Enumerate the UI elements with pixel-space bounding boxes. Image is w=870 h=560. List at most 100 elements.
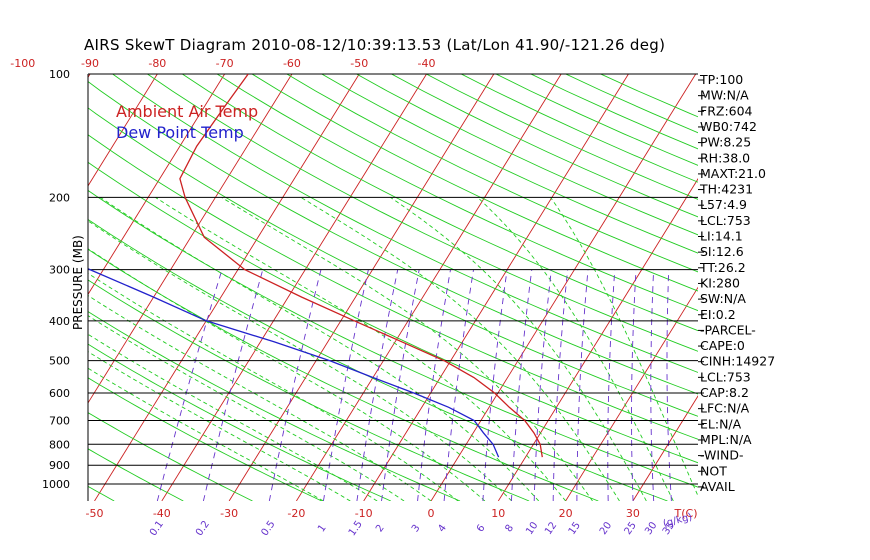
dry-adiabat-line bbox=[88, 343, 391, 501]
index-label: FRZ:604 bbox=[700, 103, 753, 118]
dry-adiabat-line bbox=[88, 248, 599, 501]
index-label: CAPE:0 bbox=[700, 338, 745, 353]
dry-adiabat-line bbox=[88, 310, 461, 501]
index-label: NOT bbox=[700, 463, 727, 478]
sounding-profiles bbox=[88, 74, 543, 458]
temp-bottom-tick-label: -10 bbox=[355, 507, 373, 520]
moist-adiabat-line bbox=[88, 294, 432, 501]
mixing-ratio-tick-label: 25 bbox=[623, 520, 639, 537]
pressure-tick-label: 800 bbox=[49, 438, 70, 451]
moist-adiabat-line bbox=[88, 248, 486, 501]
dry-adiabat-line bbox=[355, 74, 698, 236]
moist-adiabat-line bbox=[550, 197, 698, 497]
mixing-ratio-tick-label: 6 bbox=[475, 523, 488, 535]
temp-bottom-tick-label: 20 bbox=[559, 507, 573, 520]
dew-point-temp-line bbox=[88, 267, 500, 458]
temp-top-tick-label: -60 bbox=[283, 57, 301, 70]
index-label: MAXT:21.0 bbox=[700, 166, 766, 181]
moist-adiabat-line bbox=[88, 315, 405, 501]
index-label: -WIND- bbox=[700, 448, 744, 463]
temp-top-tick-label: -90 bbox=[81, 57, 99, 70]
dry-adiabat-line bbox=[425, 74, 698, 200]
stability-indices-panel: TP:100MW:N/AFRZ:604WB0:742PW:8.25RH:38.0… bbox=[698, 72, 775, 494]
dry-adiabat-line bbox=[88, 81, 698, 395]
isotherm-grid bbox=[88, 74, 870, 501]
mixing-ratio-tick-label: 15 bbox=[567, 520, 583, 537]
dry-adiabat-line bbox=[88, 161, 698, 464]
moist-adiabat-line bbox=[221, 197, 593, 501]
dry-adiabat-line bbox=[88, 279, 530, 501]
mixing-ratio-line bbox=[666, 269, 672, 501]
isotherm-line bbox=[161, 74, 427, 501]
ambient-air-temp-line bbox=[179, 74, 543, 458]
index-label: MW:N/A bbox=[700, 88, 749, 103]
isotherm-line bbox=[296, 74, 562, 501]
pressure-tick-label: 300 bbox=[49, 264, 70, 277]
dry-adiabat-line bbox=[88, 377, 322, 501]
temp-top-tick-label: -40 bbox=[418, 57, 436, 70]
moist-adiabat-grid bbox=[88, 197, 698, 501]
mixing-ratio-tick-label: 1.5 bbox=[347, 519, 365, 538]
mixing-ratio-tick-label: 20 bbox=[598, 520, 614, 537]
moist-adiabat-line bbox=[155, 197, 566, 501]
temp-top-tick-label: -80 bbox=[148, 57, 166, 70]
mixing-ratio-tick-label: 8 bbox=[503, 523, 516, 535]
index-label: LFC:N/A bbox=[700, 401, 750, 416]
pressure-tick-label: 100 bbox=[49, 68, 70, 81]
index-label: TT:26.2 bbox=[699, 260, 746, 275]
isotherm-line bbox=[94, 74, 360, 501]
mixing-ratio-line bbox=[650, 269, 655, 501]
temp-bottom-tick-label: -40 bbox=[153, 507, 171, 520]
dry-adiabat-line bbox=[88, 107, 698, 417]
dry-adiabat-line bbox=[390, 74, 698, 218]
index-label: -PARCEL- bbox=[700, 322, 756, 337]
isotherm-line bbox=[497, 178, 698, 501]
index-label: LCL:753 bbox=[700, 369, 751, 384]
index-label: CINH:14927 bbox=[700, 354, 775, 369]
pressure-tick-label: 400 bbox=[49, 315, 70, 328]
temp-bottom-tick-label: 0 bbox=[428, 507, 435, 520]
isotherm-line bbox=[768, 74, 870, 501]
temp-bottom-tick-label: 10 bbox=[491, 507, 505, 520]
index-label: RH:38.0 bbox=[700, 150, 750, 165]
y-axis-label: PRESSURE (MB) bbox=[71, 235, 85, 330]
legend-dew-point-temp: Dew Point Temp bbox=[116, 123, 244, 142]
dry-adiabat-line bbox=[251, 74, 698, 292]
dry-adiabat-line bbox=[0, 65, 45, 501]
mixing-ratio-tick-label: 0.1 bbox=[148, 519, 166, 538]
pressure-tick-label: 600 bbox=[49, 387, 70, 400]
dry-adiabat-line bbox=[285, 74, 698, 273]
dry-adiabat-line bbox=[146, 74, 698, 352]
temp-bottom-tick-label: -30 bbox=[220, 507, 238, 520]
dry-adiabat-line bbox=[111, 74, 698, 373]
mixing-ratio-tick-label: 12 bbox=[543, 520, 559, 537]
isotherm-line bbox=[88, 74, 293, 404]
pressure-tick-label: 200 bbox=[49, 191, 70, 204]
temp-bottom-tick-label: 30 bbox=[626, 507, 640, 520]
temp-bottom-tick-label: -20 bbox=[287, 507, 305, 520]
isotherm-line bbox=[88, 74, 158, 187]
temp-top-tick-label: -100 bbox=[10, 57, 35, 70]
moist-adiabat-line bbox=[88, 333, 378, 501]
mixing-ratio-line bbox=[510, 269, 533, 501]
dry-adiabat-line bbox=[88, 218, 668, 501]
index-label: KI:280 bbox=[700, 275, 740, 290]
temp-top-tick-label: -70 bbox=[216, 57, 234, 70]
mixing-ratio-tick-label: 2 bbox=[374, 523, 387, 535]
dry-adiabat-line bbox=[88, 485, 115, 501]
mixing-ratio-tick-label: 1 bbox=[316, 523, 329, 535]
isotherm-line bbox=[835, 74, 870, 501]
dry-adiabat-grid bbox=[0, 65, 698, 501]
dry-adiabat-line bbox=[88, 134, 698, 440]
dry-adiabat-line bbox=[320, 74, 698, 254]
index-label: CAP:8.2 bbox=[700, 385, 749, 400]
mixing-ratio-tick-label: 0.5 bbox=[259, 519, 277, 538]
index-label: TH:4231 bbox=[699, 182, 753, 197]
mixing-ratio-line bbox=[156, 269, 223, 501]
mixing-ratio-tick-label: 0.2 bbox=[194, 519, 212, 538]
index-label: EI:0.2 bbox=[700, 307, 736, 322]
isobar-grid bbox=[88, 73, 698, 485]
mixing-ratio-tick-label: 4 bbox=[436, 523, 449, 535]
mixing-ratio-tick-label: 10 bbox=[524, 520, 540, 537]
